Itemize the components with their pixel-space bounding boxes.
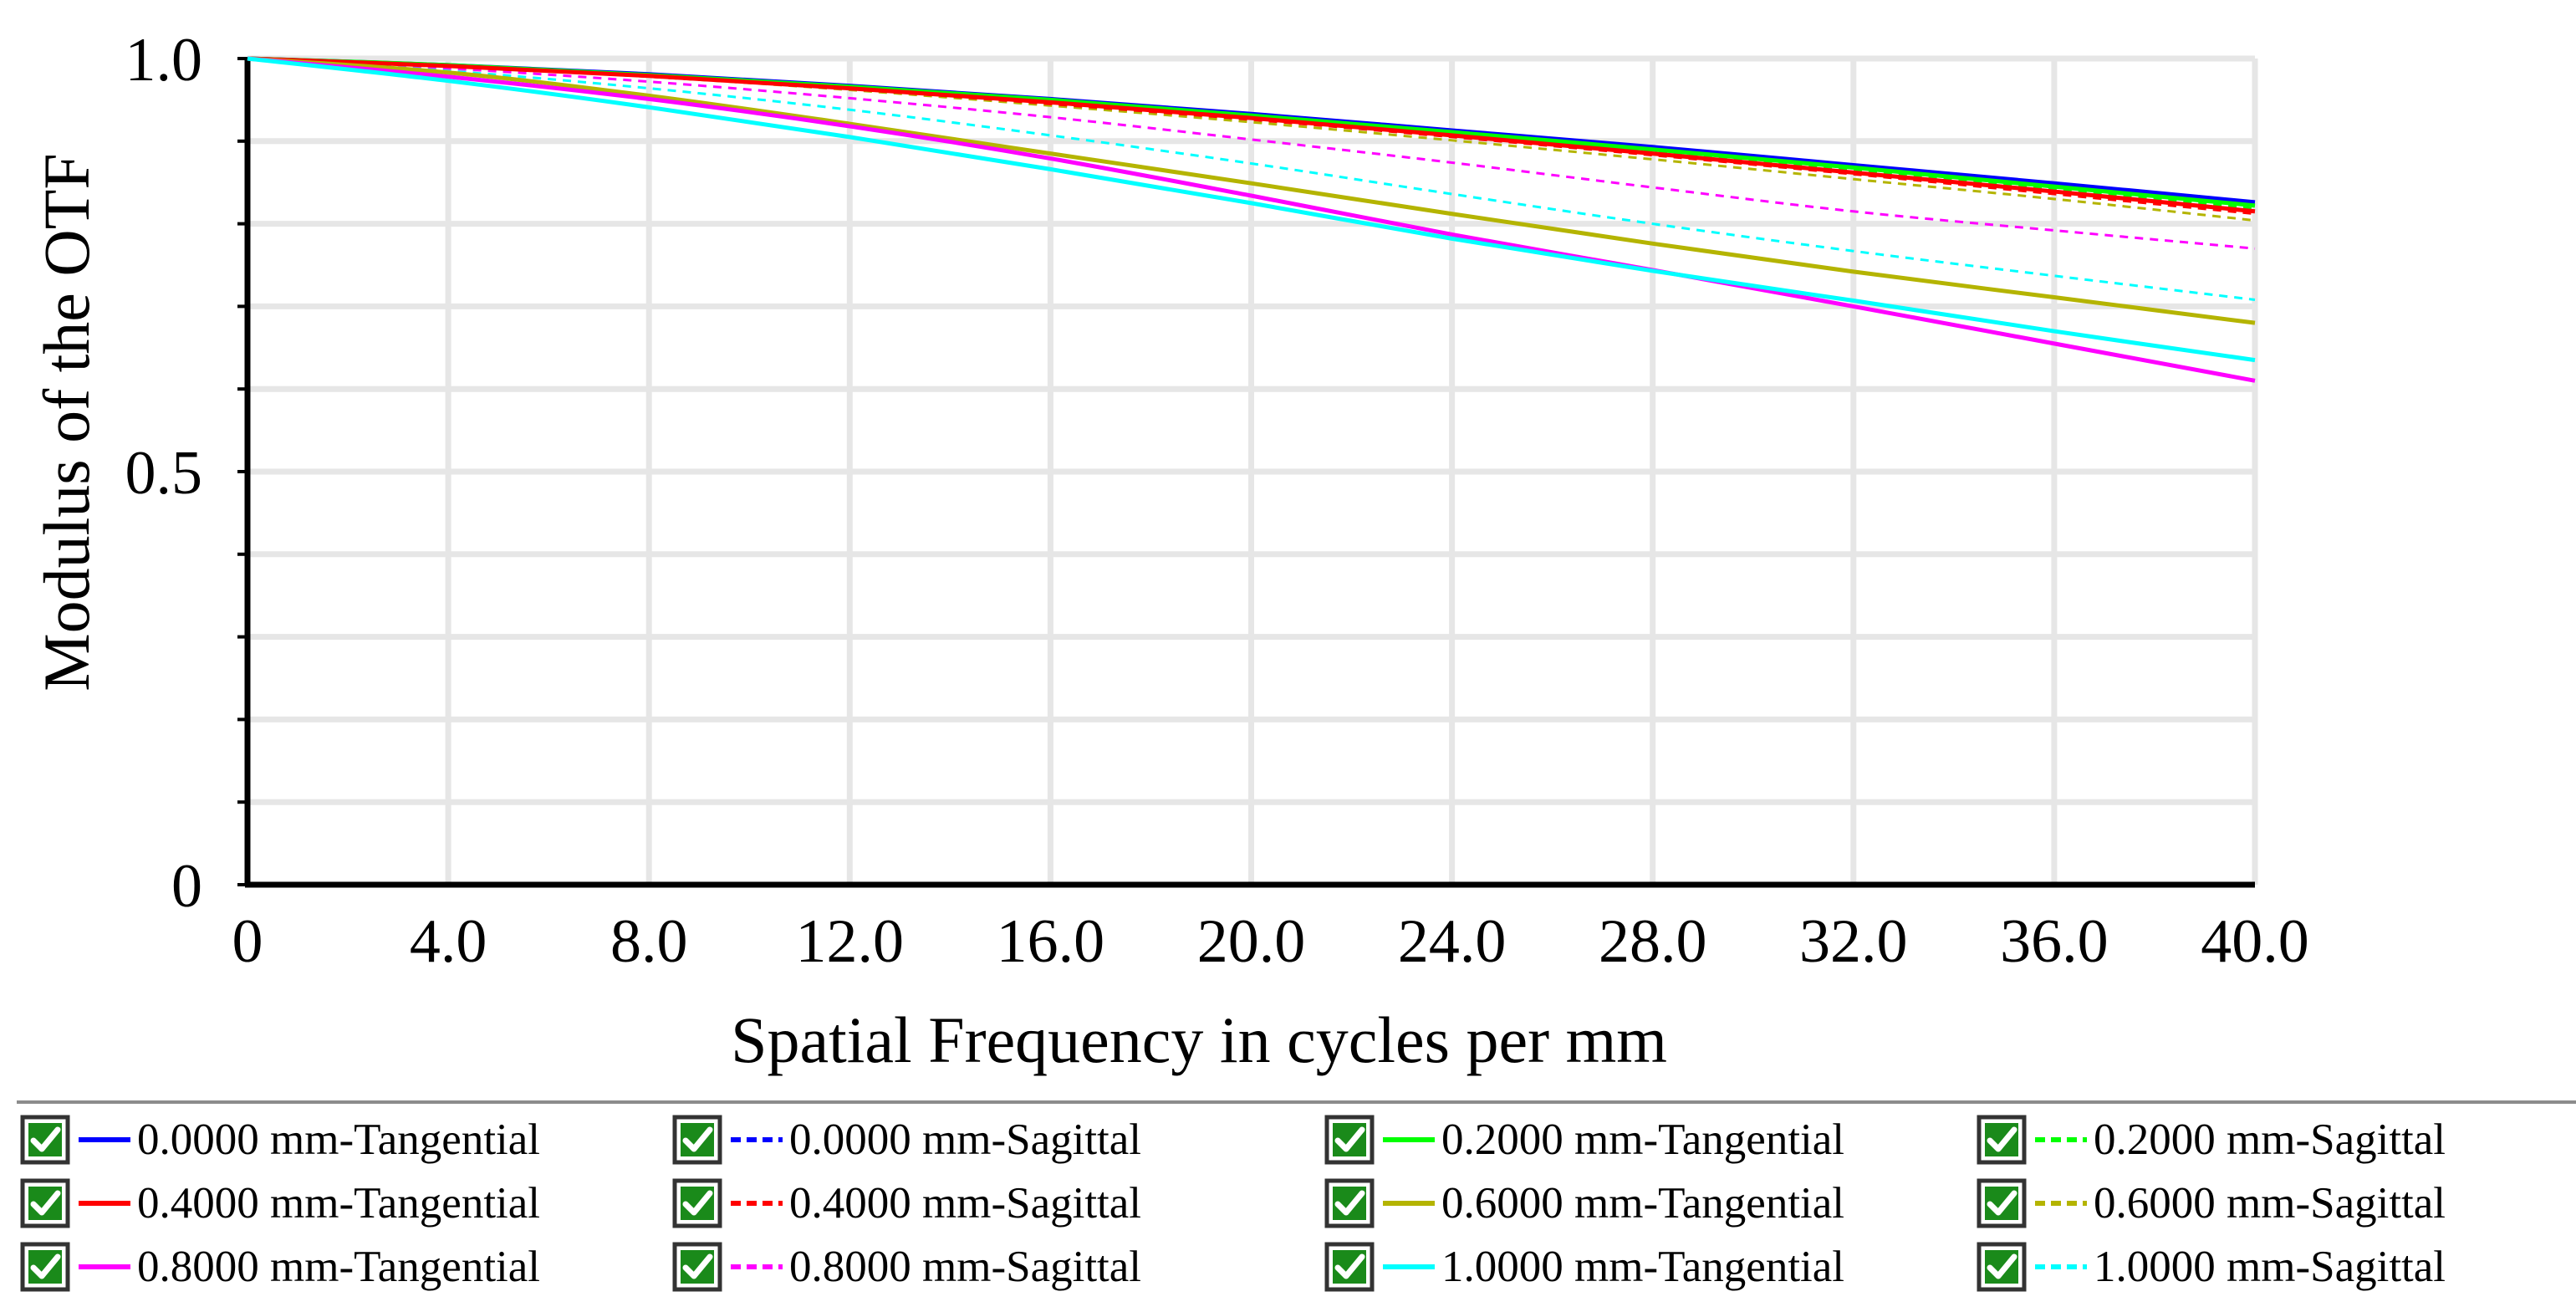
- axes: [237, 57, 2255, 888]
- checkbox-checked-icon[interactable]: [1324, 1178, 1375, 1228]
- checkbox-checked-icon[interactable]: [20, 1115, 70, 1165]
- checkbox-checked-icon[interactable]: [672, 1242, 722, 1292]
- legend-label: 0.2000 mm-Tangential: [1441, 1115, 1845, 1164]
- checkbox-checked-icon[interactable]: [1324, 1115, 1375, 1165]
- x-tick-label: 16.0: [997, 907, 1105, 976]
- x-tick-label: 24.0: [1398, 907, 1507, 976]
- mtf-chart: 0 4.0 8.0 12.0 16.0 20.0 24.0 28.0 32.0 36.0 40.0 0…: [30, 26, 2309, 1076]
- legend-item[interactable]: 0.8000 mm-Sagittal: [672, 1239, 1141, 1294]
- legend-line-swatch: [79, 1137, 130, 1142]
- legend-divider: [17, 1100, 2576, 1104]
- legend-label: 0.8000 mm-Sagittal: [789, 1243, 1142, 1291]
- legend-label: 0.8000 mm-Tangential: [137, 1243, 541, 1291]
- legend-label: 1.0000 mm-Tangential: [1441, 1243, 1845, 1291]
- legend-item[interactable]: 0.6000 mm-Tangential: [1324, 1176, 1844, 1231]
- tick-labels: 0 4.0 8.0 12.0 16.0 20.0 24.0 28.0 32.0 36.0 40.0 0…: [125, 26, 2309, 976]
- legend-label: 1.0000 mm-Sagittal: [2094, 1243, 2446, 1291]
- x-axis-label: Spatial Frequency in cycles per mm: [731, 1003, 1667, 1076]
- checkbox-checked-icon[interactable]: [20, 1178, 70, 1228]
- legend-label: 0.4000 mm-Tangential: [137, 1179, 541, 1228]
- legend-label: 0.0000 mm-Tangential: [137, 1115, 541, 1164]
- x-tick-label: 36.0: [2000, 907, 2109, 976]
- x-tick-label: 32.0: [1799, 907, 1908, 976]
- y-axis-label: Modulus of the OTF: [30, 153, 103, 692]
- series-line-0-6000-mm-tangential: [247, 56, 2256, 325]
- legend-line-swatch: [731, 1264, 783, 1269]
- legend: 0.0000 mm-Tangential 0.0000 mm-Sagittal 0.…: [20, 1112, 2562, 1304]
- series-line-0-8000-mm-sagittal: [247, 57, 2256, 250]
- legend-item[interactable]: 1.0000 mm-Sagittal: [1977, 1239, 2446, 1294]
- legend-line-swatch: [2035, 1201, 2087, 1206]
- checkbox-checked-icon[interactable]: [1977, 1242, 2027, 1292]
- legend-item[interactable]: 0.0000 mm-Sagittal: [672, 1112, 1141, 1167]
- legend-item[interactable]: 0.8000 mm-Tangential: [20, 1239, 540, 1294]
- checkbox-checked-icon[interactable]: [672, 1178, 722, 1228]
- x-tick-label: 40.0: [2201, 907, 2309, 976]
- data-series: [247, 56, 2256, 383]
- legend-line-swatch: [731, 1201, 783, 1206]
- legend-item[interactable]: 1.0000 mm-Tangential: [1324, 1239, 1844, 1294]
- x-tick-label: 12.0: [796, 907, 905, 976]
- x-tick-label: 8.0: [610, 907, 688, 976]
- x-tick-label: 28.0: [1599, 907, 1707, 976]
- legend-item[interactable]: 0.6000 mm-Sagittal: [1977, 1176, 2446, 1231]
- legend-line-swatch: [1383, 1137, 1435, 1142]
- series-line-1-0000-mm-tangential: [247, 56, 2256, 363]
- x-tick-label: 4.0: [410, 907, 487, 976]
- legend-line-swatch: [2035, 1137, 2087, 1142]
- checkbox-checked-icon[interactable]: [672, 1115, 722, 1165]
- y-tick-label: 1.0: [125, 26, 203, 94]
- y-tick-label: 0.5: [125, 439, 203, 508]
- legend-item[interactable]: 0.2000 mm-Sagittal: [1977, 1112, 2446, 1167]
- legend-label: 0.0000 mm-Sagittal: [789, 1115, 1142, 1164]
- legend-line-swatch: [2035, 1264, 2087, 1269]
- legend-line-swatch: [1383, 1264, 1435, 1269]
- y-tick-label: 0: [171, 852, 202, 921]
- checkbox-checked-icon[interactable]: [20, 1242, 70, 1292]
- legend-label: 0.4000 mm-Sagittal: [789, 1179, 1142, 1228]
- legend-line-swatch: [79, 1201, 130, 1206]
- checkbox-checked-icon[interactable]: [1977, 1178, 2027, 1228]
- legend-item[interactable]: 0.2000 mm-Tangential: [1324, 1112, 1844, 1167]
- legend-line-swatch: [731, 1137, 783, 1142]
- legend-item[interactable]: 0.4000 mm-Tangential: [20, 1176, 540, 1231]
- legend-item[interactable]: 0.4000 mm-Sagittal: [672, 1176, 1141, 1231]
- legend-line-swatch: [79, 1264, 130, 1269]
- x-tick-label: 0: [232, 907, 263, 976]
- legend-label: 0.2000 mm-Sagittal: [2094, 1115, 2446, 1164]
- series-line-0-8000-mm-tangential: [247, 56, 2256, 383]
- checkbox-checked-icon[interactable]: [1324, 1242, 1375, 1292]
- series-line-0-4000-mm-tangential: [247, 56, 2256, 214]
- grid-lines: [247, 55, 2258, 885]
- legend-label: 0.6000 mm-Tangential: [1441, 1179, 1845, 1228]
- checkbox-checked-icon[interactable]: [1977, 1115, 2027, 1165]
- series-line-1-0000-mm-sagittal: [247, 57, 2256, 301]
- legend-label: 0.6000 mm-Sagittal: [2094, 1179, 2446, 1228]
- legend-line-swatch: [1383, 1201, 1435, 1206]
- legend-item[interactable]: 0.0000 mm-Tangential: [20, 1112, 540, 1167]
- x-tick-label: 20.0: [1197, 907, 1306, 976]
